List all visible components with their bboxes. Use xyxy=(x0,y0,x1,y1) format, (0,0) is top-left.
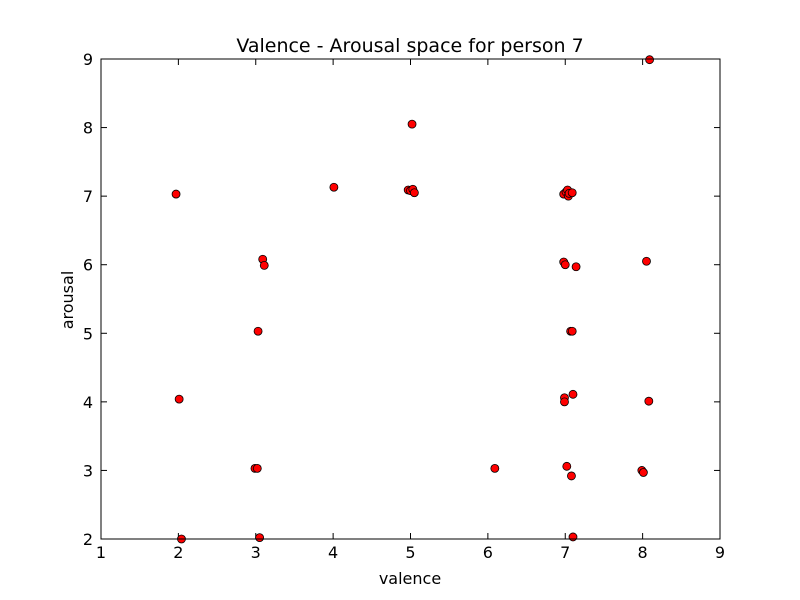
data-point xyxy=(253,326,263,336)
x-tick-label: 8 xyxy=(638,543,648,562)
x-tick-label: 3 xyxy=(251,543,261,562)
x-tick-label: 1 xyxy=(96,543,106,562)
x-tick-label: 4 xyxy=(328,543,338,562)
y-tick-label: 9 xyxy=(83,50,93,69)
x-tick-label: 9 xyxy=(715,543,725,562)
y-tick-label: 5 xyxy=(83,324,93,343)
data-point xyxy=(329,182,339,192)
data-point xyxy=(567,471,576,481)
data-point xyxy=(407,119,417,129)
data-point xyxy=(642,256,651,266)
data-point xyxy=(645,55,654,65)
x-tick-label: 5 xyxy=(405,543,415,562)
y-tick-label: 7 xyxy=(83,187,93,206)
data-point xyxy=(562,461,572,471)
y-tick-label: 4 xyxy=(83,393,93,412)
data-point xyxy=(259,260,269,270)
data-point xyxy=(568,532,578,542)
y-tick-label: 2 xyxy=(83,530,93,549)
y-tick-label: 3 xyxy=(83,461,93,480)
x-tick-label: 6 xyxy=(483,543,493,562)
x-tick-label: 7 xyxy=(560,543,570,562)
x-axis-label: valence xyxy=(379,569,441,588)
x-tick-label: 2 xyxy=(173,543,183,562)
data-point xyxy=(409,188,419,198)
data-point xyxy=(174,394,184,404)
data-point xyxy=(490,463,500,473)
data-point xyxy=(252,463,262,473)
y-tick-label: 6 xyxy=(83,256,93,275)
chart-title: Valence - Arousal space for person 7 xyxy=(236,35,583,57)
axes-frame xyxy=(100,58,721,540)
data-point xyxy=(567,326,577,336)
data-point xyxy=(255,533,265,543)
data-point xyxy=(171,189,181,199)
data-point xyxy=(571,262,581,272)
data-point xyxy=(560,397,569,407)
data-point xyxy=(644,396,654,406)
data-point xyxy=(560,260,570,270)
y-axis-label: arousal xyxy=(58,271,77,330)
y-tick-label: 8 xyxy=(83,119,93,138)
data-point xyxy=(638,468,648,477)
data-point xyxy=(568,389,578,399)
data-point xyxy=(567,188,577,198)
